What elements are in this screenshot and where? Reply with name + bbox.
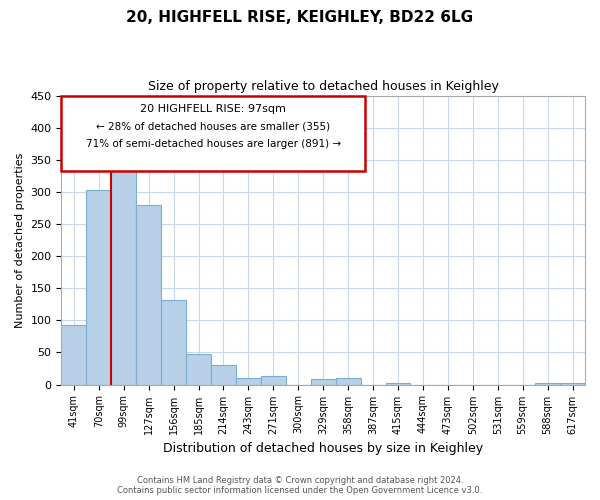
Bar <box>211 364 236 384</box>
Title: Size of property relative to detached houses in Keighley: Size of property relative to detached ho… <box>148 80 499 93</box>
Bar <box>161 300 186 384</box>
Text: Contains HM Land Registry data © Crown copyright and database right 2024.
Contai: Contains HM Land Registry data © Crown c… <box>118 476 482 495</box>
Bar <box>61 325 86 384</box>
Text: 20 HIGHFELL RISE: 97sqm: 20 HIGHFELL RISE: 97sqm <box>140 104 286 114</box>
Bar <box>111 166 136 384</box>
X-axis label: Distribution of detached houses by size in Keighley: Distribution of detached houses by size … <box>163 442 483 455</box>
Bar <box>311 380 335 384</box>
FancyBboxPatch shape <box>61 96 365 170</box>
Bar <box>535 382 560 384</box>
Bar <box>86 190 111 384</box>
Bar <box>236 378 261 384</box>
Y-axis label: Number of detached properties: Number of detached properties <box>15 152 25 328</box>
Text: 20, HIGHFELL RISE, KEIGHLEY, BD22 6LG: 20, HIGHFELL RISE, KEIGHLEY, BD22 6LG <box>127 10 473 25</box>
Bar <box>335 378 361 384</box>
Bar <box>186 354 211 384</box>
Bar <box>136 206 161 384</box>
Bar <box>261 376 286 384</box>
Text: 71% of semi-detached houses are larger (891) →: 71% of semi-detached houses are larger (… <box>86 139 341 149</box>
Text: ← 28% of detached houses are smaller (355): ← 28% of detached houses are smaller (35… <box>96 122 331 132</box>
